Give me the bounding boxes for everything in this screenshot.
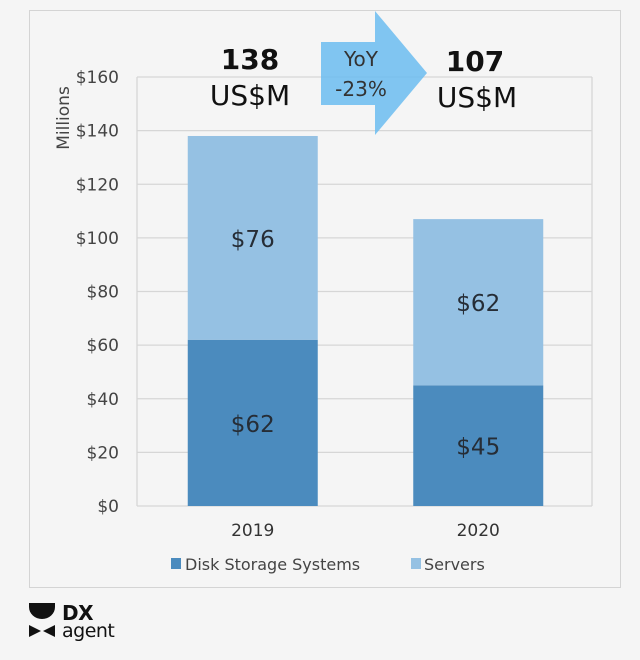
y-tick-label: $40 — [87, 390, 119, 410]
logo-text-agent: agent — [62, 620, 115, 642]
total-2020: 107 US$M — [437, 45, 517, 114]
stacked-bar-chart: $0 $20 $40 $60 $80 $100 $120 $140 $160 $62 $76 $45… — [54, 11, 593, 574]
legend-swatch-disk-storage — [171, 558, 181, 569]
segment-labels: $62 $76 $45 $62 — [231, 227, 500, 461]
data-label: $76 — [231, 227, 275, 253]
data-label: $62 — [456, 291, 500, 317]
bar-2019-servers — [187, 135, 318, 340]
y-tick-label: $0 — [97, 497, 119, 517]
bar-2019-disk-storage-systems — [187, 339, 318, 506]
legend: Disk Storage Systems Servers — [171, 555, 485, 574]
total-unit: US$M — [210, 79, 290, 112]
y-tick-label: $80 — [87, 283, 119, 303]
logo-text-dx: DX — [62, 601, 94, 625]
total-unit: US$M — [437, 81, 517, 114]
legend-label-disk-storage: Disk Storage Systems — [185, 555, 360, 574]
y-tick-label: $160 — [76, 68, 119, 88]
total-2019: 138 US$M — [210, 43, 290, 112]
chart-frame — [29, 10, 621, 588]
legend-label-servers: Servers — [424, 555, 485, 574]
yoy-change: -23% — [335, 77, 387, 101]
y-axis-ticks: $0 $20 $40 $60 $80 $100 $120 $140 $160 — [76, 68, 119, 517]
y-tick-label: $60 — [87, 336, 119, 356]
x-tick-label: 2020 — [457, 521, 500, 541]
y-tick-label: $20 — [87, 443, 119, 463]
bar-2020-servers — [413, 219, 544, 386]
data-label: $45 — [456, 435, 500, 461]
y-tick-label: $140 — [76, 122, 119, 142]
yoy-label: YoY — [343, 47, 379, 71]
bar-2020-disk-storage-systems — [413, 385, 544, 506]
total-value: 138 — [221, 43, 279, 76]
y-axis-label: Millions — [54, 86, 74, 150]
arrow-right-icon — [321, 11, 427, 135]
y-tick-label: $120 — [76, 175, 119, 195]
x-tick-label: 2019 — [231, 521, 274, 541]
x-axis-ticks: 2019 2020 — [231, 521, 500, 541]
legend-swatch-servers — [411, 558, 421, 569]
bars — [187, 135, 544, 506]
logo-mark-icon — [29, 603, 55, 637]
y-tick-label: $100 — [76, 229, 119, 249]
total-value: 107 — [446, 45, 504, 78]
dx-agent-logo: DX agent — [28, 601, 128, 643]
yoy-arrow: YoY -23% — [321, 11, 427, 135]
data-label: $62 — [231, 412, 275, 438]
